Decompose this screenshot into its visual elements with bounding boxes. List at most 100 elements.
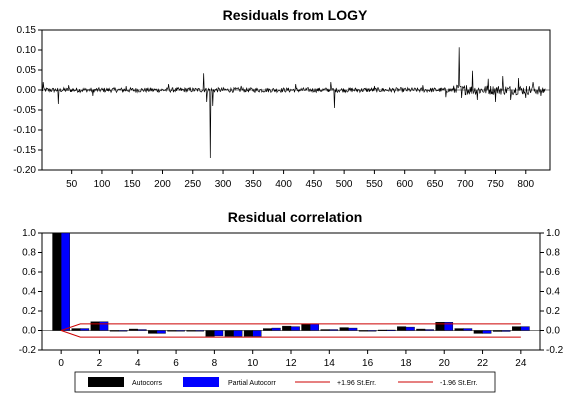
correlation-legend: Autocorrs Partial Autocorr +1.96 St.Err. -1… (74, 371, 496, 393)
x-tick-label: 550 (366, 179, 383, 190)
partial-autocorr-bar (386, 329, 396, 332)
autocorr-bar (148, 330, 158, 334)
autocorr-bar (454, 328, 464, 331)
y-tick-label-left: 0.2 (22, 306, 36, 317)
autocorr-bar (320, 329, 330, 331)
x-tick-label: 250 (184, 179, 201, 190)
autocorr-bar (52, 232, 62, 331)
y-tick-label-right: 0.8 (546, 248, 560, 259)
y-tick-label: -0.20 (13, 165, 36, 176)
y-tick-label-right: 0.2 (546, 306, 560, 317)
x-tick-label: 12 (285, 358, 297, 369)
legend-label-autocorrs: Autocorrs (132, 380, 162, 387)
x-tick-label: 0 (58, 358, 64, 369)
x-tick-label: 16 (362, 358, 374, 369)
x-tick-label: 14 (324, 358, 336, 369)
residuals-plot-area (41, 47, 550, 159)
partial-autocorr-bar (99, 321, 109, 331)
partial-autocorr-bar (118, 330, 128, 332)
x-tick-label: 200 (154, 179, 171, 190)
correlation-y-axis: 1.0 1.0 0.8 0.8 0.6 0.6 0.4 0.4 0.2 0.2 0.0 0.0 -0.2… (19, 228, 564, 356)
autocorr-bar (186, 330, 196, 332)
partial-autocorr-bar (520, 326, 530, 331)
autocorr-bar (416, 328, 426, 331)
autocorr-bar (473, 330, 483, 334)
correlation-plot-frame (41, 232, 541, 351)
y-tick-label: -0.10 (13, 125, 36, 136)
partial-autocorr-bar (463, 328, 473, 331)
partial-autocorr-bar (290, 326, 300, 331)
lower-stderr-line (60, 330, 521, 338)
residuals-series-line (41, 47, 546, 159)
x-tick-label: 24 (515, 358, 527, 369)
y-tick-label-right: 0.0 (546, 326, 560, 337)
partial-autocorr-bar (482, 330, 492, 334)
x-tick-label: 500 (336, 179, 353, 190)
upper-stderr-line (60, 323, 521, 331)
x-tick-label: 300 (215, 179, 232, 190)
x-tick-label: 6 (173, 358, 179, 369)
x-tick-label: 400 (275, 179, 292, 190)
y-tick-label-left: 1.0 (22, 228, 36, 239)
x-tick-label: 10 (247, 358, 259, 369)
x-tick-label: 600 (396, 179, 413, 190)
partial-autocorr-bar (252, 330, 262, 337)
y-tick-label-right: 0.4 (546, 287, 560, 298)
residuals-y-axis: 0.15 0.10 0.05 0.00 -0.05 -0.10 -0.15 -0.20 (13, 25, 42, 176)
y-tick-label-left: -0.2 (19, 345, 37, 356)
x-tick-label: 800 (517, 179, 534, 190)
autocorr-bar (224, 330, 234, 337)
partial-autocorr-bar (60, 232, 70, 331)
partial-autocorr-bar (348, 327, 358, 331)
autocorr-bar (205, 330, 215, 337)
partial-autocorr-bar (367, 330, 377, 332)
x-tick-label: 350 (245, 179, 262, 190)
x-tick-label: 100 (94, 179, 111, 190)
y-tick-label-right: 0.6 (546, 267, 560, 278)
y-tick-label: 0.00 (17, 85, 37, 96)
partial-autocorr-bar (175, 330, 185, 332)
autocorr-bar (109, 330, 119, 332)
autocorr-bar (71, 328, 81, 331)
residuals-chart-title: Residuals from LOGY (223, 7, 368, 23)
autocorr-bar (128, 328, 138, 331)
partial-autocorr-bar (214, 330, 224, 337)
legend-label-upper-stderr: +1.96 St.Err. (337, 380, 376, 387)
autocorr-bar (90, 321, 100, 331)
autocorr-bar (339, 327, 349, 331)
x-tick-label: 4 (135, 358, 141, 369)
autocorr-bar (167, 330, 177, 332)
x-tick-label: 450 (306, 179, 323, 190)
partial-autocorr-bar (405, 326, 415, 331)
correlation-chart-title: Residual correlation (228, 209, 363, 225)
partial-autocorr-bar (271, 327, 281, 331)
autocorr-bar (397, 326, 407, 331)
y-tick-label: 0.05 (17, 65, 37, 76)
partial-autocorr-bar (80, 328, 90, 331)
autocorr-bar (492, 330, 502, 332)
partial-autocorr-bar (195, 330, 205, 332)
correlation-plot-area (42, 232, 540, 338)
legend-label-lower-stderr: -1.96 St.Err. (440, 380, 477, 387)
y-tick-label: -0.05 (13, 105, 36, 116)
x-tick-label: 150 (124, 179, 141, 190)
y-tick-label-left: 0.0 (22, 326, 36, 337)
y-tick-label-left: 0.8 (22, 248, 36, 259)
x-tick-label: 700 (457, 179, 474, 190)
x-tick-label: 650 (427, 179, 444, 190)
autocorr-bar (377, 329, 387, 332)
x-tick-label: 18 (400, 358, 412, 369)
partial-autocorr-bar (156, 330, 166, 334)
y-tick-label: -0.15 (13, 145, 36, 156)
autocorr-bar (301, 323, 311, 331)
legend-swatch-partial-autocorr (183, 377, 219, 387)
correlation-x-axis: 0 2 4 6 8 10 12 14 16 18 20 22 24 (58, 350, 527, 369)
autocorr-bar (263, 328, 273, 331)
y-tick-label: 0.15 (17, 25, 37, 36)
autocorr-bar (512, 326, 522, 331)
x-tick-label: 750 (487, 179, 504, 190)
autocorr-bar (358, 330, 368, 332)
partial-autocorr-bar (137, 329, 147, 331)
legend-frame (74, 371, 496, 393)
y-tick-label: 0.10 (17, 45, 37, 56)
